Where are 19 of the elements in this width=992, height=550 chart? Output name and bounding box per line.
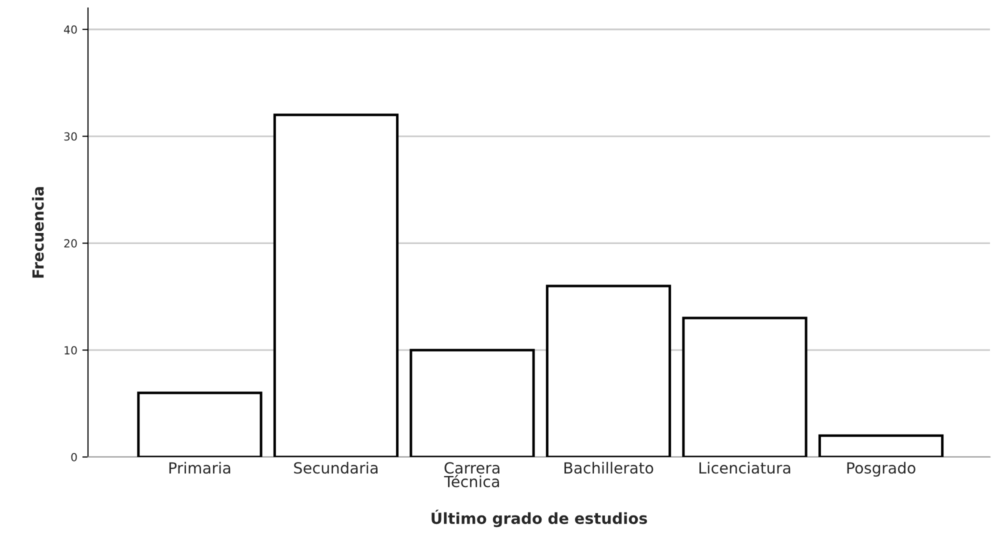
bar xyxy=(137,392,262,457)
bar xyxy=(546,284,672,457)
x-tick-label: Secundaria xyxy=(294,462,378,474)
bar xyxy=(273,114,399,457)
y-tick-label: 0 xyxy=(71,452,77,462)
y-tick-label: 10 xyxy=(64,346,77,354)
bar xyxy=(682,316,808,457)
x-tick-label: Licenciatura xyxy=(699,462,790,474)
y-tick-label: 20 xyxy=(64,239,77,248)
x-tick-label: Posgrado xyxy=(847,462,916,477)
x-tick-label: Primaria xyxy=(169,462,230,474)
y-tick-label: 40 xyxy=(64,25,77,34)
x-axis-title: Último grado de estudios xyxy=(432,510,648,528)
bar xyxy=(818,434,944,457)
x-tick-label: Carrera Técnica xyxy=(444,462,500,488)
x-tick-label: Bachillerato xyxy=(564,462,654,474)
y-axis-title: Frecuencia xyxy=(32,187,44,278)
bar xyxy=(410,348,535,457)
y-tick-label: 30 xyxy=(64,132,77,141)
